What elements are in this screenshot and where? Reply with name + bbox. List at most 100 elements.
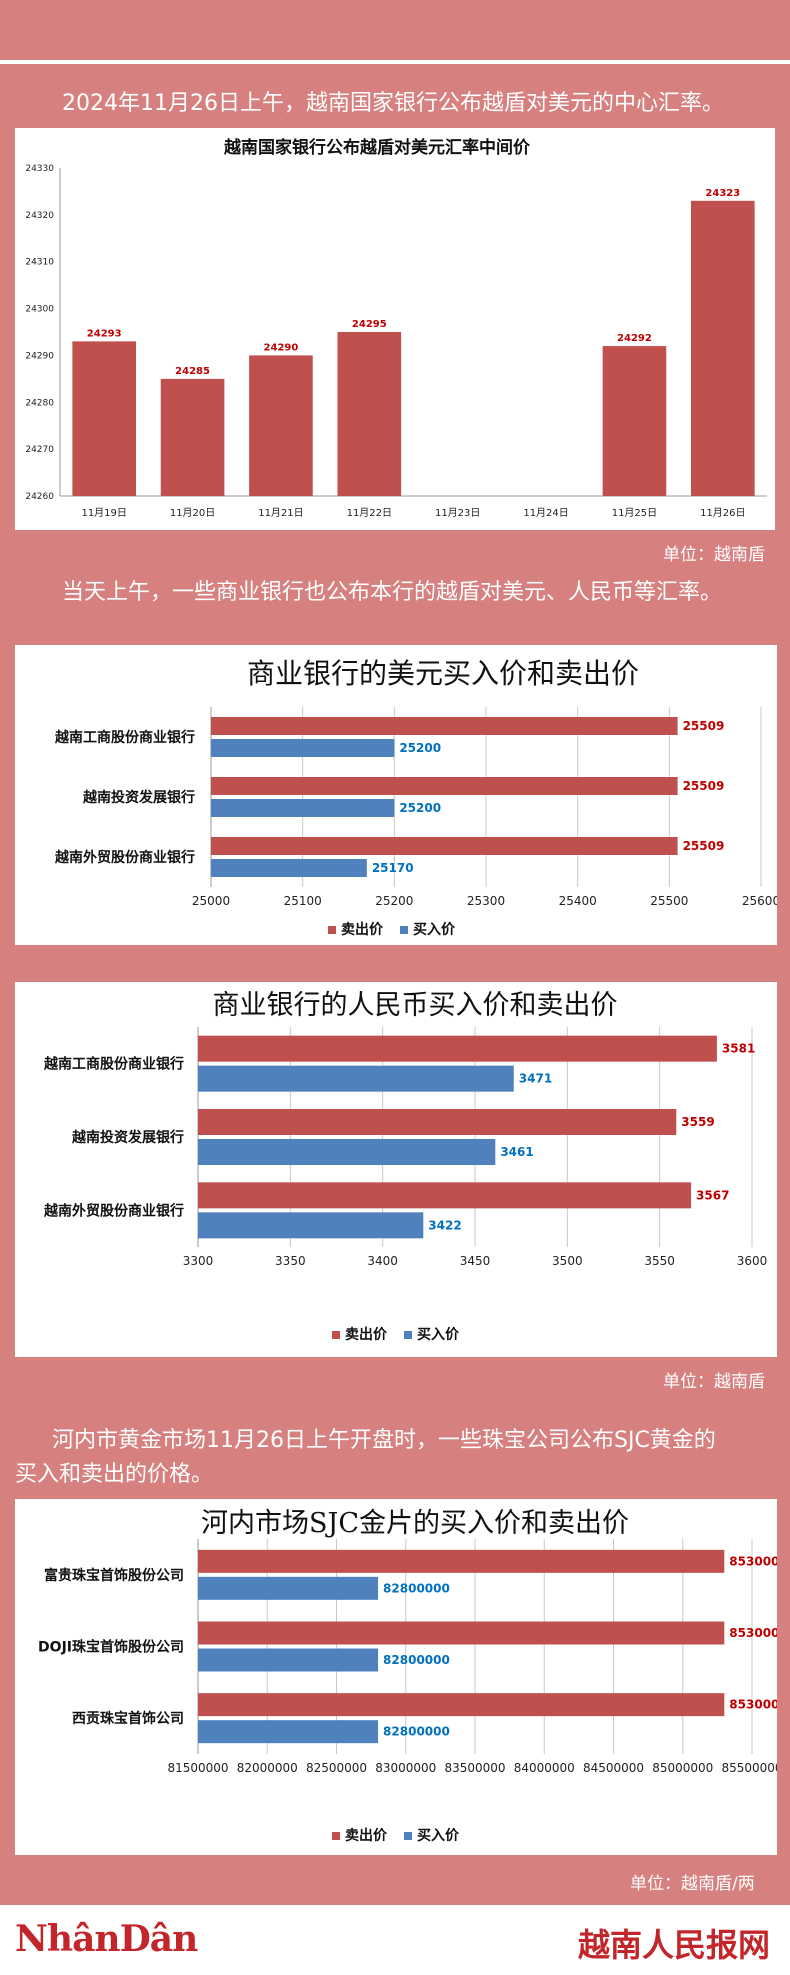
x-tick-label: 25400 (559, 894, 597, 908)
unit-label-3: 单位：越南盾/两 (630, 1874, 755, 1894)
cny-bank-chart: 商业银行的人民币买入价和卖出价 3300 3350 3400 3450 3500 3550 3… (43, 990, 768, 1343)
data-label: 82800000 (383, 1581, 450, 1595)
category-label: 越南外贸股份商业银行 (54, 849, 195, 866)
x-tick-label: 83500000 (444, 1761, 505, 1775)
x-tick-label: 3400 (367, 1254, 398, 1268)
x-tick-label: 25600 (742, 894, 777, 908)
data-label: 82800000 (383, 1653, 450, 1667)
category-label: 越南工商股份商业银行 (43, 1056, 184, 1073)
data-label: 25509 (683, 779, 725, 793)
nhandan-logo[interactable]: NhânDân (15, 1918, 198, 1960)
vietnam-people-daily-logo[interactable]: 越南人民报网 (577, 1926, 770, 1964)
chart-title: 河内市场SJC金片的买入价和卖出价 (201, 1508, 629, 1539)
x-tick-label: 84500000 (583, 1761, 644, 1775)
x-tick-label: 82000000 (237, 1761, 298, 1775)
data-label: 25509 (683, 719, 725, 733)
bar (198, 1065, 514, 1092)
bar (249, 355, 313, 496)
x-tick-label: 11月25日 (612, 507, 657, 519)
x-tick-label: 3500 (552, 1254, 583, 1268)
data-label: 24292 (617, 333, 652, 344)
legend-swatch (332, 1331, 340, 1339)
legend-label: 卖出价 (341, 921, 384, 938)
chart-panel-gold: 河内市场SJC金片的买入价和卖出价 81500000 82000000 8250000… (15, 1499, 777, 1855)
x-tick-label: 25500 (650, 894, 688, 908)
data-label: 24285 (175, 366, 210, 377)
x-tick-label: 11月26日 (700, 507, 745, 519)
bar (72, 341, 137, 496)
data-label: 24295 (352, 319, 387, 330)
bar (198, 1035, 717, 1062)
intro-text-2: 当天上午，一些商业银行也公布本行的越盾对美元、人民币等汇率。 (62, 580, 723, 605)
bar (602, 346, 667, 496)
sjc-gold-chart: 河内市场SJC金片的买入价和卖出价 81500000 82000000 8250000… (38, 1508, 777, 1844)
unit-label-1: 单位：越南盾 (663, 545, 765, 565)
central-rate-chart: 越南国家银行公布越盾对美元汇率中间价 24260 24270 24280 24290 24… (25, 137, 767, 519)
data-label: 82800000 (383, 1725, 450, 1739)
x-tick-label: 11月19日 (81, 507, 126, 519)
chart-title: 越南国家银行公布越盾对美元汇率中间价 (223, 137, 531, 158)
bar (211, 859, 367, 877)
x-tick-label: 25100 (284, 894, 322, 908)
bar (198, 1182, 692, 1209)
x-tick-label: 25200 (375, 894, 413, 908)
bar (198, 1621, 725, 1645)
bar (211, 837, 678, 855)
y-tick-label: 24320 (25, 211, 54, 221)
intro-text-3a: 河内市黄金市场11月26日上午开盘时，一些珠宝公司公布SJC黄金的 (52, 1428, 716, 1453)
bar (337, 332, 402, 496)
x-tick-label: 3600 (737, 1254, 768, 1268)
data-label: 85300000 (729, 1698, 777, 1712)
x-tick-label: 3350 (275, 1254, 306, 1268)
x-tick-label: 25300 (467, 894, 505, 908)
legend-label: 卖出价 (345, 1326, 388, 1343)
y-tick-label: 24290 (25, 351, 54, 361)
intro-text-1: 2024年11月26日上午，越南国家银行公布越盾对美元的中心汇率。 (62, 91, 724, 116)
legend-swatch (332, 1832, 340, 1840)
data-label: 3422 (428, 1218, 461, 1232)
category-label: DOJI珠宝首饰股份公司 (38, 1639, 184, 1656)
intro-text-3b: 买入和卖出的价格。 (15, 1462, 214, 1487)
data-label: 85300000 (729, 1626, 777, 1640)
category-label: 越南外贸股份商业银行 (43, 1202, 184, 1219)
chart-panel-usd: 商业银行的美元买入价和卖出价 25000 25100 25200 25300 25400 2… (15, 645, 777, 945)
legend-label: 卖出价 (345, 1827, 388, 1844)
bar (198, 1109, 677, 1135)
x-tick-label: 3550 (644, 1254, 675, 1268)
data-label: 3581 (722, 1042, 755, 1056)
legend-swatch (400, 926, 408, 934)
bar (690, 200, 755, 497)
y-tick-label: 24300 (25, 305, 54, 315)
data-label: 24293 (87, 328, 122, 339)
bar (211, 799, 395, 817)
x-tick-label: 3450 (460, 1254, 491, 1268)
data-label: 3567 (696, 1188, 729, 1202)
x-tick-label: 3300 (183, 1254, 214, 1268)
data-label: 85300000 (729, 1554, 777, 1568)
unit-label-2: 单位：越南盾 (663, 1372, 765, 1392)
y-tick-label: 24330 (25, 164, 54, 174)
legend-swatch (404, 1832, 412, 1840)
x-tick-label: 82500000 (306, 1761, 367, 1775)
category-label: 越南投资发展银行 (82, 789, 195, 806)
bar (198, 1576, 379, 1600)
x-tick-label: 11月23日 (435, 507, 480, 519)
data-label: 25200 (399, 741, 441, 755)
data-label: 25509 (683, 839, 725, 853)
bar (198, 1693, 725, 1717)
data-label: 25200 (399, 801, 441, 815)
bar (198, 1648, 379, 1672)
chart-title: 商业银行的美元买入价和卖出价 (247, 657, 639, 690)
data-label: 3471 (519, 1072, 552, 1086)
category-label: 西贡珠宝首饰公司 (72, 1710, 184, 1727)
top-banner (0, 0, 790, 60)
y-tick-label: 24280 (25, 398, 54, 408)
x-tick-label: 83000000 (375, 1761, 436, 1775)
x-tick-label: 81500000 (167, 1761, 228, 1775)
category-label: 富贵珠宝首饰股份公司 (44, 1567, 184, 1584)
bar (211, 717, 678, 735)
data-label: 25170 (372, 861, 414, 875)
x-tick-label: 85000000 (652, 1761, 713, 1775)
legend-swatch (404, 1331, 412, 1339)
x-tick-label: 25000 (192, 894, 230, 908)
